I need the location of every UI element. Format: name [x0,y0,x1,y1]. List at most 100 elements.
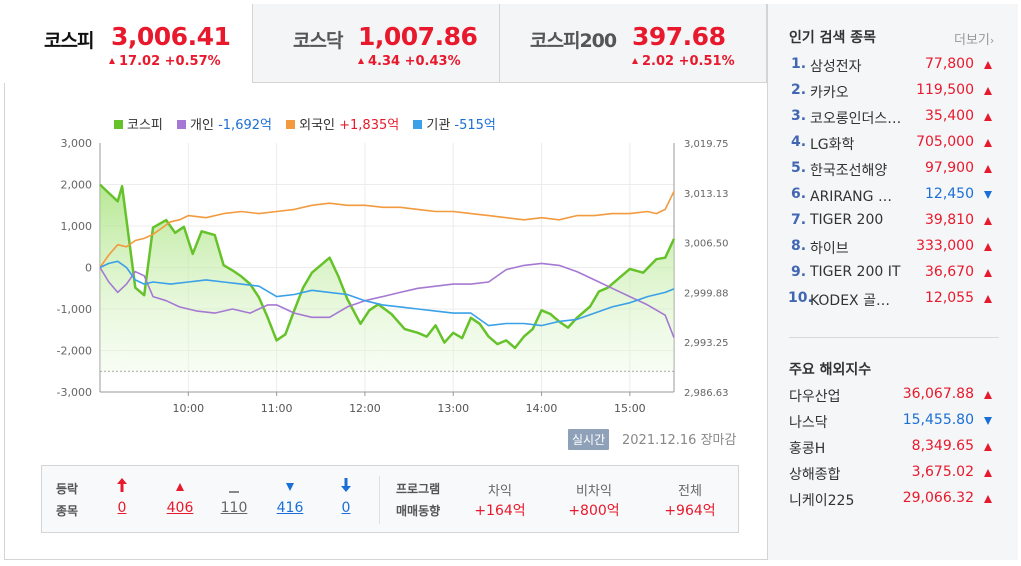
popular-item[interactable]: 6.ARIRANG 고배당주 12,450 [768,186,1019,212]
popular-item[interactable]: 1. 삼성전자 77,800 [768,56,1019,82]
y-right-tick-label: 3,006.50 [684,239,729,250]
y-right-tick-label: 3,019.75 [684,139,729,150]
tab-kospi200-value: 397.68 [632,22,726,51]
program-arbitrage-label: 차익 [488,484,512,499]
up-triangle-icon [162,480,198,494]
popular-item[interactable]: 8. 하이브 333,000 [768,238,1019,264]
popular-item[interactable]: 9. TIGER 200 IT 36,670 [768,264,1019,290]
program-nonarbitrage-value: +800억 [568,503,620,519]
popular-item[interactable]: 2. 카카오 119,500 [768,82,1019,108]
flat-dash-icon [218,483,250,497]
tab-kosdaq-value: 1,007.86 [358,22,478,51]
down-triangle-icon [272,480,308,494]
overseas-item[interactable]: 홍콩H 8,349.65 [768,438,1019,464]
stock-price: 77,800 [925,56,974,72]
series-line-3 [99,260,675,327]
legend-swatch [413,120,423,129]
index-value: 29,066.32 [902,490,974,506]
stock-price: 35,400 [925,108,974,124]
tab-kospi200-change: 2.02 +0.51% [632,54,735,69]
legend-item-kospi[interactable]: 코스피 [114,118,163,133]
legend-value: -515억 [454,118,496,133]
legend-label: 코스피 [127,118,163,133]
index-name[interactable]: 상해종합 [789,467,841,483]
stock-price: 12,055 [925,290,974,306]
stock-name[interactable]: 하이브 [810,241,849,257]
legend-item-individual[interactable]: 개인 -1,692억 [177,118,272,133]
popular-item[interactable]: 4. LG화학 705,000 [768,134,1019,160]
x-tick-label: 14:00 [526,402,558,415]
stock-name[interactable]: 삼성전자 [810,59,862,75]
stock-name[interactable]: 한국조선해양 [810,163,888,179]
program-total-value: +964억 [664,503,716,519]
stock-name[interactable]: 코오롱인더스트리 [810,111,902,127]
stock-name[interactable]: 카카오 [810,85,849,101]
limit-up-count[interactable]: 0 [117,500,127,516]
y-left-tick-label: 1,000 [61,220,93,233]
tab-kospi-change: 17.02 +0.57% [109,54,221,69]
legend-item-foreign[interactable]: 외국인 +1,835억 [286,118,399,133]
flat-count[interactable]: 110 [220,500,248,516]
overseas-item[interactable]: 니케이225 29,066.32 [768,490,1019,516]
popular-item[interactable]: 10.KODEX 골드선물 12,055 [768,290,1019,316]
index-name[interactable]: 홍콩H [789,441,826,457]
more-label: 더보기 [954,33,990,48]
legend-swatch [286,120,296,129]
sidebar: 인기 검색 종목 더보기› 1. 삼성전자 77,800 2. 카카오 119,500 3.… [767,4,1018,560]
stock-price: 333,000 [916,238,974,254]
popular-item[interactable]: 7. TIGER 200 39,810 [768,212,1019,238]
program-label-1: 프로그램 [396,482,441,496]
popular-item[interactable]: 5. 한국조선해양 97,900 [768,160,1019,186]
index-value: 36,067.88 [902,386,974,402]
intraday-chart[interactable]: 3,000 2,000 1,000 0 -1,000 -2,000 -3,000 3,019.… [4,4,767,424]
up-count[interactable]: 406 [166,500,194,516]
overseas-item[interactable]: 다우산업 36,067.88 [768,386,1019,412]
breadth-label-1: 등락 [56,482,79,496]
x-tick-label: 10:00 [172,402,204,415]
limit-down-count[interactable]: 0 [341,500,351,516]
rank: 2. [791,82,807,98]
stock-name[interactable]: TIGER 200 [810,212,884,228]
rank: 5. [791,160,807,176]
up-triangle-icon [984,139,992,147]
stock-name[interactable]: TIGER 200 IT [810,264,901,280]
series-line-2 [99,190,675,268]
stock-name[interactable]: LG화학 [810,137,855,153]
y-right-tick-label: 2,999.88 [684,288,729,299]
stock-name[interactable]: ARIRANG 고배당주 [810,189,902,205]
tab-kospi-name: 코스피 [44,30,94,52]
y-left-tick-label: 0 [85,262,92,275]
legend-label: 개인 [190,118,214,133]
legend-item-institution[interactable]: 기관 -515억 [413,118,496,133]
up-triangle-icon [984,391,992,399]
index-value: 15,455.80 [902,412,974,428]
up-triangle-icon [984,113,992,121]
stock-name[interactable]: KODEX 골드선물 [810,293,902,309]
stock-price: 36,670 [925,264,974,280]
index-name[interactable]: 니케이225 [789,493,855,509]
popular-item[interactable]: 3.코오롱인더스트리 35,400 [768,108,1019,134]
index-value: 8,349.65 [911,438,974,454]
series-line-1 [99,262,675,338]
up-triangle-icon [984,443,992,451]
tab-kospi200-change-text: 2.02 +0.51% [642,54,735,69]
y-left-tick-label: -2,000 [57,345,92,358]
tab-kospi-value: 3,006.41 [111,22,231,51]
more-link[interactable]: 더보기› [954,29,994,48]
stock-price: 12,450 [925,186,974,202]
tab-kosdaq[interactable]: 코스닥 1,007.86 4.34 +0.43% [253,4,500,83]
limit-up-arrow-icon [110,478,134,495]
overseas-item[interactable]: 상해종합 3,675.02 [768,464,1019,490]
tab-kospi[interactable]: 코스피 3,006.41 17.02 +0.57% [4,4,253,83]
overseas-item[interactable]: 나스닥 15,455.80 [768,412,1019,438]
index-name[interactable]: 다우산업 [789,389,841,405]
tab-kosdaq-name: 코스닥 [293,30,343,52]
down-count[interactable]: 416 [276,500,304,516]
realtime-badge[interactable]: 실시간 [568,429,610,450]
index-name[interactable]: 나스닥 [789,415,828,431]
program-label-2: 매매동향 [396,504,441,518]
legend-swatch [177,120,187,129]
breadth-label-2: 종목 [56,504,79,518]
y-right-tick-label: 2,986.63 [684,388,729,399]
tab-kospi200[interactable]: 코스피200 397.68 2.02 +0.51% [500,4,767,83]
